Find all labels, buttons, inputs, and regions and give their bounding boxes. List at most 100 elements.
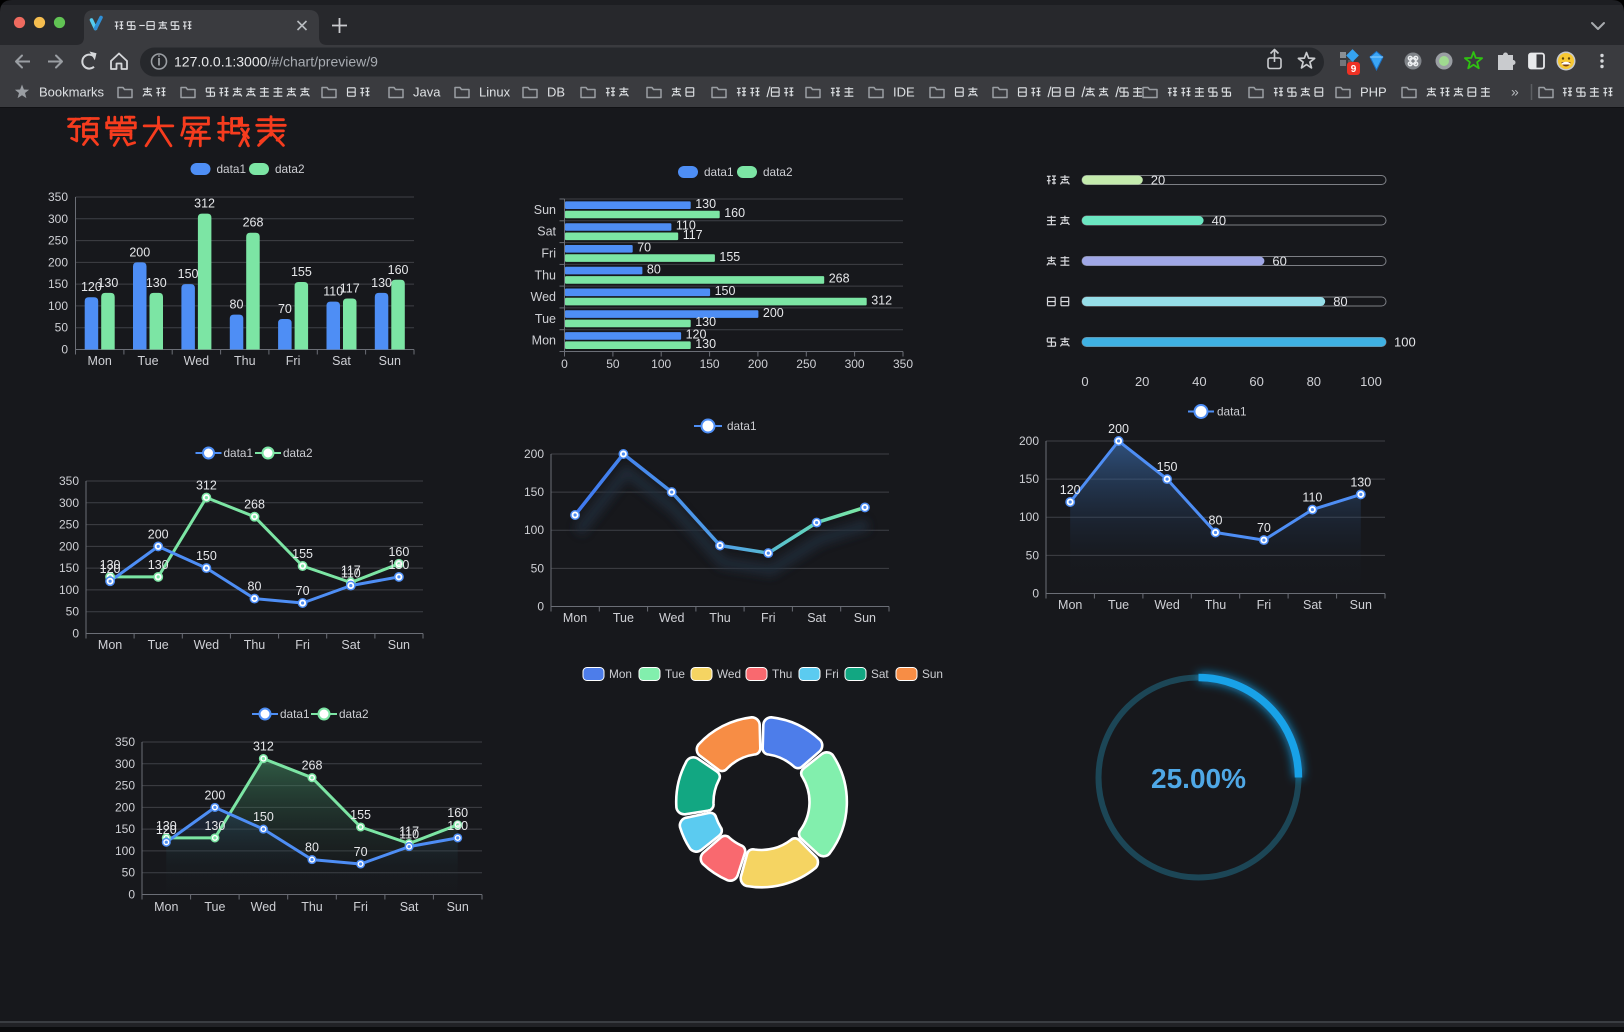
svg-text:268: 268 — [243, 216, 264, 230]
svg-text:Mon: Mon — [563, 611, 587, 625]
svg-text:Wed: Wed — [659, 611, 685, 625]
svg-text:130: 130 — [371, 276, 392, 290]
svg-text:Wed: Wed — [184, 354, 210, 368]
svg-text:Sat: Sat — [871, 667, 889, 681]
svg-text:200: 200 — [748, 357, 768, 371]
svg-text:Fri: Fri — [541, 247, 556, 261]
svg-text:130: 130 — [100, 558, 121, 572]
svg-text:130: 130 — [148, 558, 169, 572]
svg-text:130: 130 — [204, 819, 225, 833]
svg-text:155: 155 — [292, 547, 313, 561]
svg-text:Mon: Mon — [609, 667, 632, 681]
svg-text:40: 40 — [1212, 213, 1226, 228]
svg-text:20: 20 — [1135, 374, 1149, 389]
svg-text:50: 50 — [606, 357, 620, 371]
svg-text:60: 60 — [1272, 254, 1286, 269]
svg-text:300: 300 — [59, 496, 79, 510]
svg-text:200: 200 — [148, 527, 169, 541]
svg-text:130: 130 — [695, 315, 716, 329]
svg-text:Sat: Sat — [341, 638, 360, 652]
svg-text:Tue: Tue — [137, 354, 158, 368]
svg-text:DB: DB — [547, 85, 565, 100]
svg-text:data1: data1 — [1217, 405, 1247, 419]
svg-text:Wed: Wed — [531, 290, 557, 304]
svg-text:200: 200 — [115, 800, 135, 814]
svg-text:data1: data1 — [727, 419, 757, 433]
svg-text:150: 150 — [196, 549, 217, 563]
svg-text:Thu: Thu — [234, 354, 256, 368]
svg-text:Bookmarks: Bookmarks — [39, 85, 105, 100]
svg-text:200: 200 — [1108, 422, 1129, 436]
svg-text:155: 155 — [719, 250, 740, 264]
svg-text:Tue: Tue — [148, 638, 169, 652]
svg-text:100: 100 — [1360, 374, 1382, 389]
svg-text:150: 150 — [700, 357, 720, 371]
svg-text:160: 160 — [388, 545, 409, 559]
svg-text:155: 155 — [350, 808, 371, 822]
svg-text:110: 110 — [341, 567, 361, 581]
svg-text:117: 117 — [399, 825, 419, 839]
svg-text:120: 120 — [81, 280, 102, 294]
svg-text:Fri: Fri — [761, 611, 776, 625]
svg-text:Mon: Mon — [154, 900, 178, 914]
svg-text:Thu: Thu — [1205, 598, 1227, 612]
svg-text:130: 130 — [695, 337, 716, 351]
svg-text:150: 150 — [59, 561, 79, 575]
svg-text:110: 110 — [399, 828, 419, 842]
svg-text:Sun: Sun — [922, 667, 943, 681]
svg-text:Fri: Fri — [825, 667, 839, 681]
svg-text:80: 80 — [305, 841, 319, 855]
svg-text:80: 80 — [230, 298, 244, 312]
svg-text:IDE: IDE — [893, 85, 915, 100]
svg-text:Sat: Sat — [537, 225, 556, 239]
svg-text:Sat: Sat — [400, 900, 419, 914]
svg-text:155: 155 — [291, 265, 312, 279]
svg-text:268: 268 — [244, 498, 265, 512]
svg-text:Thu: Thu — [534, 268, 556, 282]
svg-text:70: 70 — [1257, 521, 1271, 535]
svg-text:0: 0 — [72, 627, 79, 641]
svg-text:0: 0 — [61, 343, 68, 357]
svg-text:312: 312 — [196, 479, 217, 493]
svg-text:Sat: Sat — [1303, 598, 1322, 612]
svg-text:250: 250 — [115, 779, 135, 793]
svg-text:50: 50 — [55, 321, 69, 335]
svg-text:9: 9 — [1351, 64, 1357, 75]
svg-text:25.00%: 25.00% — [1151, 763, 1246, 794]
svg-text:Sun: Sun — [534, 203, 556, 217]
svg-text:80: 80 — [1307, 374, 1321, 389]
svg-text:250: 250 — [48, 234, 68, 248]
svg-text:120: 120 — [686, 328, 707, 342]
svg-text:120: 120 — [156, 823, 177, 837]
svg-text:100: 100 — [59, 583, 79, 597]
svg-text:120: 120 — [100, 562, 121, 576]
svg-text:Sun: Sun — [447, 900, 469, 914]
svg-text:70: 70 — [637, 241, 651, 255]
svg-text:80: 80 — [1209, 514, 1223, 528]
svg-text:data1: data1 — [704, 165, 734, 179]
svg-text:110: 110 — [676, 219, 696, 233]
svg-text:350: 350 — [115, 735, 135, 749]
svg-text:150: 150 — [115, 822, 135, 836]
svg-text:100: 100 — [48, 299, 68, 313]
svg-text:110: 110 — [1302, 491, 1322, 505]
svg-text:Sat: Sat — [332, 354, 351, 368]
svg-text:268: 268 — [829, 272, 850, 286]
svg-text:80: 80 — [1333, 294, 1347, 309]
svg-text:110: 110 — [323, 285, 343, 299]
svg-text:70: 70 — [354, 845, 368, 859]
svg-text:100: 100 — [1394, 335, 1416, 350]
svg-text:312: 312 — [253, 740, 274, 754]
svg-text:100: 100 — [651, 357, 671, 371]
svg-text:70: 70 — [296, 584, 310, 598]
svg-text:130: 130 — [447, 819, 468, 833]
svg-text:312: 312 — [194, 197, 215, 211]
svg-text:Thu: Thu — [244, 638, 266, 652]
svg-text:Tue: Tue — [1108, 598, 1129, 612]
svg-text:Thu: Thu — [301, 900, 323, 914]
svg-text:250: 250 — [796, 357, 816, 371]
svg-text:Sun: Sun — [854, 611, 876, 625]
svg-text:312: 312 — [871, 293, 892, 307]
svg-text:Mon: Mon — [532, 334, 556, 348]
svg-text:200: 200 — [48, 255, 68, 269]
